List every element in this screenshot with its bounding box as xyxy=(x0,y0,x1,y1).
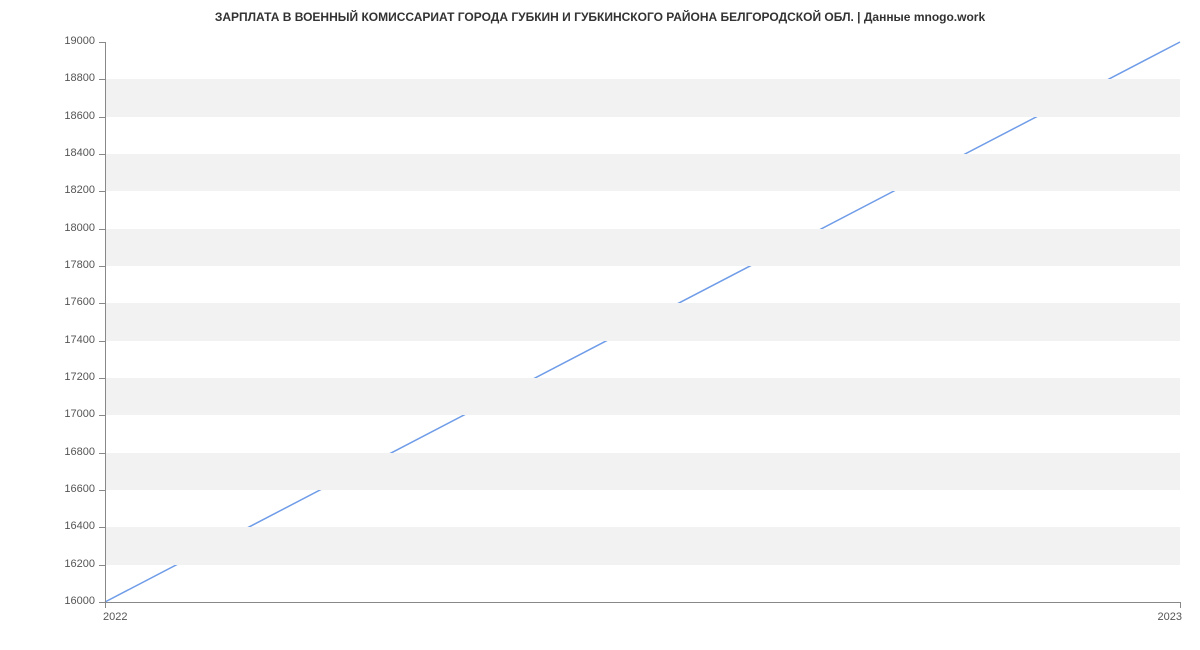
x-tick-mark xyxy=(105,602,106,608)
y-tick-label: 16600 xyxy=(64,483,95,495)
y-tick-label: 18400 xyxy=(64,147,95,159)
y-tick-mark xyxy=(99,490,105,491)
y-tick-label: 18800 xyxy=(64,72,95,84)
y-axis-line xyxy=(105,42,106,602)
y-tick-label: 16800 xyxy=(64,446,95,458)
grid-band xyxy=(105,527,1180,564)
y-tick-mark xyxy=(99,415,105,416)
y-tick-mark xyxy=(99,527,105,528)
grid-band xyxy=(105,79,1180,116)
y-tick-mark xyxy=(99,565,105,566)
x-tick-label: 2022 xyxy=(103,611,127,623)
x-tick-label: 2023 xyxy=(1150,611,1182,623)
y-tick-label: 18200 xyxy=(64,184,95,196)
grid-band xyxy=(105,154,1180,191)
y-tick-mark xyxy=(99,303,105,304)
grid-band xyxy=(105,378,1180,415)
x-tick-mark xyxy=(1180,602,1181,608)
y-tick-mark xyxy=(99,79,105,80)
y-tick-label: 17400 xyxy=(64,334,95,346)
y-tick-mark xyxy=(99,378,105,379)
y-tick-label: 17000 xyxy=(64,408,95,420)
y-tick-label: 16400 xyxy=(64,520,95,532)
y-tick-label: 18000 xyxy=(64,222,95,234)
y-tick-label: 17600 xyxy=(64,296,95,308)
chart-container: ЗАРПЛАТА В ВОЕННЫЙ КОМИССАРИАТ ГОРОДА ГУ… xyxy=(0,0,1200,650)
y-tick-label: 16200 xyxy=(64,558,95,570)
grid-band xyxy=(105,453,1180,490)
y-tick-mark xyxy=(99,117,105,118)
y-tick-label: 18600 xyxy=(64,110,95,122)
y-tick-mark xyxy=(99,42,105,43)
y-tick-label: 19000 xyxy=(64,35,95,47)
plot-area: 1600016200164001660016800170001720017400… xyxy=(105,42,1180,602)
y-tick-mark xyxy=(99,266,105,267)
y-tick-label: 17800 xyxy=(64,259,95,271)
y-tick-mark xyxy=(99,154,105,155)
y-tick-label: 16000 xyxy=(64,595,95,607)
y-tick-mark xyxy=(99,453,105,454)
x-axis-line xyxy=(105,602,1180,603)
y-tick-mark xyxy=(99,229,105,230)
y-tick-mark xyxy=(99,191,105,192)
y-tick-label: 17200 xyxy=(64,371,95,383)
grid-band xyxy=(105,229,1180,266)
y-tick-mark xyxy=(99,341,105,342)
grid-band xyxy=(105,303,1180,340)
chart-title: ЗАРПЛАТА В ВОЕННЫЙ КОМИССАРИАТ ГОРОДА ГУ… xyxy=(0,10,1200,24)
